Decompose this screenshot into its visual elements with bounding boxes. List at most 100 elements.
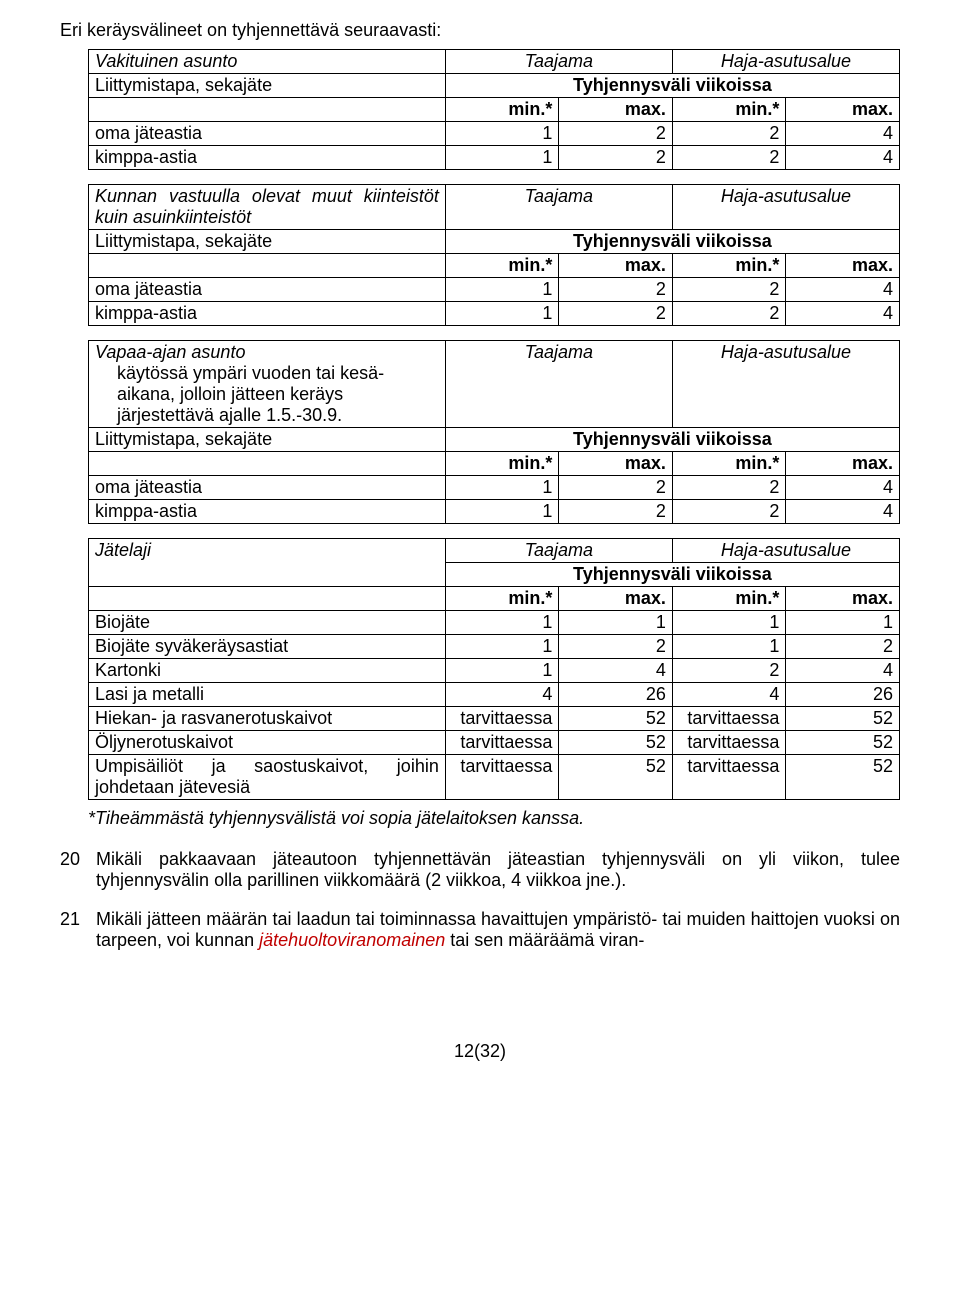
table-cell: 4: [445, 683, 559, 707]
t1-haja: Haja-asutusalue: [672, 50, 899, 74]
table-cell: 52: [786, 731, 900, 755]
t4-h-max1: max.: [559, 587, 673, 611]
t3-title-cell: Vapaa-ajan asunto käytössä ympäri vuoden…: [89, 341, 446, 428]
t2-tyhj: Tyhjennysväli viikoissa: [445, 230, 899, 254]
para-num-20: 20: [60, 849, 96, 891]
t2-taajama: Taajama: [445, 185, 672, 230]
table-row: oma jäteastia: [89, 122, 446, 146]
table-cell: 2: [672, 476, 786, 500]
table-cell: 2: [672, 302, 786, 326]
table-cell: 52: [559, 731, 673, 755]
table-cell: tarvittaessa: [672, 755, 786, 800]
t2-h-min1: min.*: [445, 254, 559, 278]
table-cell: 4: [672, 683, 786, 707]
table-cell: 1: [445, 302, 559, 326]
t2-h-max1: max.: [559, 254, 673, 278]
t4-tyhj: Tyhjennysväli viikoissa: [445, 563, 899, 587]
table-row: oma jäteastia: [89, 476, 446, 500]
table-cell: 4: [786, 146, 900, 170]
t2-haja: Haja-asutusalue: [672, 185, 899, 230]
table-cell: 1: [559, 611, 673, 635]
table-cell: 2: [672, 500, 786, 524]
table-cell: 2: [672, 146, 786, 170]
table-cell: 52: [786, 755, 900, 800]
table-cell: 1: [445, 611, 559, 635]
t4-h-max2: max.: [786, 587, 900, 611]
table-cell: 1: [445, 476, 559, 500]
table-cell: 52: [559, 707, 673, 731]
table-2: Kunnan vastuulla olevat muut kiinteistöt…: [88, 184, 900, 326]
table-cell: 1: [786, 611, 900, 635]
table-row: Biojäte: [89, 611, 446, 635]
table-cell: 52: [559, 755, 673, 800]
table-cell: tarvittaessa: [445, 707, 559, 731]
table-cell: tarvittaessa: [445, 755, 559, 800]
table-row: kimppa-astia: [89, 500, 446, 524]
table-cell: 1: [445, 659, 559, 683]
t3-tyhj: Tyhjennysväli viikoissa: [445, 428, 899, 452]
table-cell: 52: [786, 707, 900, 731]
table-cell: 1: [672, 635, 786, 659]
table-4: Jätelaji Taajama Haja-asutusalue Tyhjenn…: [88, 538, 900, 800]
t1-h-max1: max.: [559, 98, 673, 122]
t3-haja: Haja-asutusalue: [672, 341, 899, 428]
t1-taajama: Taajama: [445, 50, 672, 74]
t3-subtitle: käytössä ympäri vuoden tai kesä-aikana, …: [95, 363, 439, 426]
table-row: Biojäte syväkeräysastiat: [89, 635, 446, 659]
t3-h-min2: min.*: [672, 452, 786, 476]
table-cell: 4: [786, 659, 900, 683]
t3-h-max2: max.: [786, 452, 900, 476]
t1-h-max2: max.: [786, 98, 900, 122]
table-cell: 2: [559, 302, 673, 326]
t1-tyhj: Tyhjennysväli viikoissa: [445, 74, 899, 98]
p21-red: jätehuoltoviranomainen: [259, 930, 445, 950]
t3-row1: Liittymistapa, sekajäte: [89, 428, 446, 452]
p21-post: tai sen määräämä viran-: [445, 930, 644, 950]
table-cell: 2: [559, 278, 673, 302]
table-1: Vakituinen asunto Taajama Haja-asutusalu…: [88, 49, 900, 170]
table-cell: 2: [672, 659, 786, 683]
t2-h-min2: min.*: [672, 254, 786, 278]
table-cell: 4: [786, 278, 900, 302]
table-cell: 4: [559, 659, 673, 683]
table-cell: tarvittaessa: [445, 731, 559, 755]
table-row: kimppa-astia: [89, 146, 446, 170]
table-cell: 1: [445, 146, 559, 170]
table-3: Vapaa-ajan asunto käytössä ympäri vuoden…: [88, 340, 900, 524]
table-cell: 1: [445, 635, 559, 659]
table-row: kimppa-astia: [89, 302, 446, 326]
table-cell: 2: [559, 146, 673, 170]
t3-h-max1: max.: [559, 452, 673, 476]
page-number: 12(32): [60, 1041, 900, 1062]
t4-h-min2: min.*: [672, 587, 786, 611]
table-cell: 26: [559, 683, 673, 707]
para-num-21: 21: [60, 909, 96, 951]
table-cell: 2: [672, 122, 786, 146]
t1-title: Vakituinen asunto: [89, 50, 446, 74]
t2-title: Kunnan vastuulla olevat muut kiinteistöt…: [89, 185, 446, 230]
t4-haja: Haja-asutusalue: [672, 539, 899, 563]
table-cell: 2: [559, 476, 673, 500]
t1-row1: Liittymistapa, sekajäte: [89, 74, 446, 98]
t4-taajama: Taajama: [445, 539, 672, 563]
table-cell: 1: [445, 500, 559, 524]
intro-text: Eri keräysvälineet on tyhjennettävä seur…: [60, 20, 900, 41]
table-cell: tarvittaessa: [672, 731, 786, 755]
table-row: oma jäteastia: [89, 278, 446, 302]
t2-h-max2: max.: [786, 254, 900, 278]
footnote: *Tiheämmästä tyhjennysvälistä voi sopia …: [88, 808, 900, 829]
t1-h-min2: min.*: [672, 98, 786, 122]
t1-h-min1: min.*: [445, 98, 559, 122]
table-cell: 2: [559, 122, 673, 146]
t3-h-min1: min.*: [445, 452, 559, 476]
t3-blank: [89, 452, 446, 476]
para-body-21: Mikäli jätteen määrän tai laadun tai toi…: [96, 909, 900, 951]
table-cell: 4: [786, 500, 900, 524]
table-cell: 4: [786, 476, 900, 500]
table-cell: tarvittaessa: [672, 707, 786, 731]
table-cell: 1: [445, 122, 559, 146]
t3-taajama: Taajama: [445, 341, 672, 428]
table-cell: 1: [672, 611, 786, 635]
t4-title: Jätelaji: [89, 539, 446, 587]
t2-row1: Liittymistapa, sekajäte: [89, 230, 446, 254]
